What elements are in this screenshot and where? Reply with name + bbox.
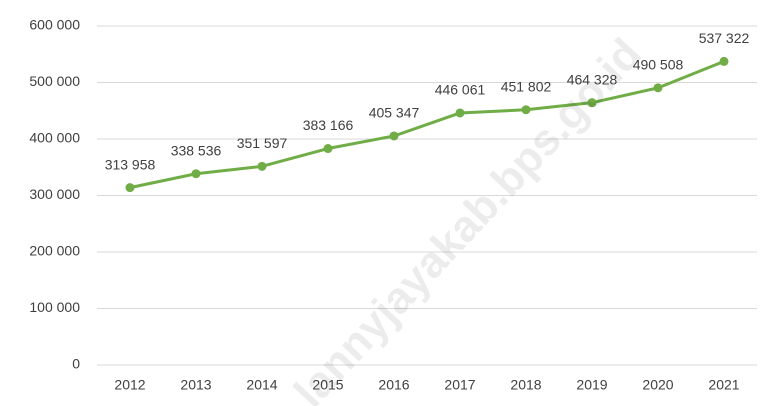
data-point <box>191 169 201 179</box>
data-label: 383 166 <box>303 117 354 133</box>
data-point <box>521 105 531 115</box>
data-label: 313 958 <box>105 156 156 172</box>
data-point <box>257 161 267 171</box>
x-tick-label: 2014 <box>246 377 277 393</box>
x-tick-label: 2018 <box>510 377 541 393</box>
x-tick-label: 2013 <box>180 377 211 393</box>
y-tick-label: 100 000 <box>29 299 80 315</box>
data-point <box>455 108 465 118</box>
y-tick-label: 300 000 <box>29 186 80 202</box>
y-tick-label: 400 000 <box>29 130 80 146</box>
data-point <box>587 98 597 108</box>
data-label: 490 508 <box>633 57 684 73</box>
data-label: 446 061 <box>435 82 486 98</box>
x-tick-label: 2020 <box>642 377 673 393</box>
data-label: 464 328 <box>567 71 618 87</box>
data-label: 338 536 <box>171 142 222 158</box>
data-point <box>653 83 663 93</box>
y-tick-label: 0 <box>72 356 80 372</box>
x-tick-label: 2015 <box>312 377 343 393</box>
x-tick-label: 2021 <box>708 377 739 393</box>
data-point <box>389 131 399 141</box>
data-point <box>323 144 333 154</box>
data-point <box>125 183 135 193</box>
x-tick-label: 2016 <box>378 377 409 393</box>
y-tick-label: 200 000 <box>29 243 80 259</box>
x-tick-label: 2017 <box>444 377 475 393</box>
x-tick-label: 2019 <box>576 377 607 393</box>
data-label: 351 597 <box>237 135 288 151</box>
data-label: 405 347 <box>369 105 420 121</box>
x-tick-label: 2012 <box>114 377 145 393</box>
y-tick-label: 600 000 <box>29 17 80 33</box>
data-label: 537 322 <box>699 30 750 46</box>
y-tick-label: 500 000 <box>29 73 80 89</box>
series-line <box>129 60 725 190</box>
data-point <box>719 56 729 66</box>
data-label: 451 802 <box>501 78 552 94</box>
